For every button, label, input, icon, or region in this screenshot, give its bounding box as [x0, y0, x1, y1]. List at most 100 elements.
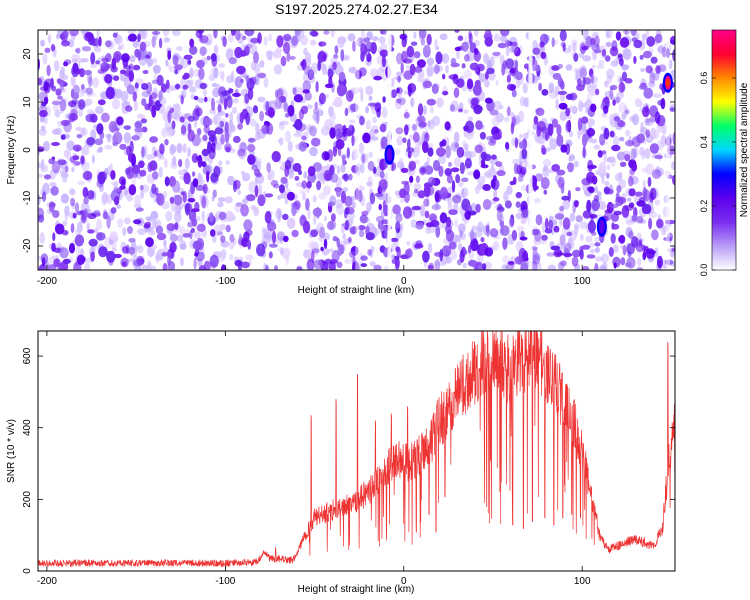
heatmap-cell	[382, 96, 386, 103]
heatmap-cell	[606, 164, 611, 171]
heatmap-cell	[620, 257, 626, 266]
heatmap-cell	[417, 73, 424, 83]
heatmap-cell	[219, 70, 225, 80]
heatmap-cell	[368, 151, 373, 158]
heatmap-cell	[137, 244, 144, 254]
heatmap-cell	[53, 60, 60, 72]
heatmap-cell	[424, 210, 430, 219]
heatmap-cell	[133, 100, 139, 112]
heatmap-cell	[467, 171, 475, 176]
heatmap-cell	[641, 203, 652, 215]
heatmap-cell	[152, 171, 159, 180]
snr-y-label: SNR (10 * v/v)	[6, 419, 17, 483]
heatmap-cell	[637, 257, 642, 267]
heatmap-cell	[96, 123, 104, 135]
heatmap-cell	[80, 127, 88, 136]
heatmap-cell	[426, 64, 435, 77]
heatmap-cell	[286, 191, 295, 201]
heatmap-cell	[224, 121, 229, 134]
heatmap-cell	[344, 107, 349, 117]
heatmap-cell	[184, 157, 190, 170]
heatmap-cell	[470, 98, 477, 107]
x-tick-label: 0	[401, 576, 407, 587]
heatmap-cell	[111, 247, 117, 253]
heatmap-cell	[453, 87, 460, 98]
heatmap-cell	[514, 137, 519, 149]
heatmap-cell	[98, 146, 103, 153]
heatmap-cell	[263, 77, 269, 88]
heatmap-cell	[231, 106, 238, 114]
heatmap-cell	[344, 258, 351, 264]
heatmap-cell	[476, 253, 484, 264]
heatmap-cell	[646, 36, 656, 47]
heatmap-cell	[511, 89, 517, 98]
heatmap-cell	[195, 30, 203, 39]
snr-background	[38, 331, 675, 571]
heatmap-cell	[152, 64, 161, 74]
heatmap-cell	[598, 162, 607, 174]
heatmap-cell	[239, 112, 244, 124]
heatmap-cell	[68, 242, 76, 254]
heatmap-cell	[618, 82, 625, 93]
heatmap-cell	[55, 88, 62, 96]
heatmap-cell	[438, 221, 443, 230]
heatmap-cell	[633, 39, 643, 49]
heatmap-cell	[156, 193, 165, 206]
heatmap-hotspot	[386, 147, 393, 162]
heatmap-cell	[118, 176, 126, 186]
heatmap-cell	[422, 105, 427, 115]
heatmap-cell	[462, 262, 468, 269]
heatmap-cell	[543, 158, 552, 167]
heatmap-cell	[247, 87, 254, 100]
heatmap-cell	[300, 61, 305, 67]
heatmap-cell	[320, 246, 324, 252]
heatmap-cell	[552, 72, 562, 80]
heatmap-cell	[514, 59, 519, 70]
heatmap-cell	[582, 77, 586, 88]
heatmap-cell	[177, 169, 184, 176]
heatmap-cell	[207, 130, 217, 137]
heatmap-cell	[246, 194, 256, 202]
heatmap-cell	[545, 147, 552, 152]
heatmap-cell	[257, 96, 266, 103]
heatmap-cell	[293, 94, 304, 103]
heatmap-cell	[115, 53, 121, 64]
heatmap-cell	[650, 56, 658, 64]
y-tick-label: 600	[22, 347, 33, 364]
x-tick-label: 100	[574, 576, 591, 587]
heatmap-cell	[93, 209, 101, 215]
heatmap-cell	[84, 262, 91, 270]
heatmap-cell	[313, 259, 323, 270]
heatmap-cell	[557, 63, 564, 69]
heatmap-cell	[174, 83, 181, 90]
heatmap-cell	[113, 196, 120, 206]
heatmap-cell	[384, 230, 388, 239]
heatmap-cell	[633, 55, 637, 64]
heatmap-cell	[660, 228, 667, 236]
heatmap-cell	[601, 49, 607, 57]
heatmap-cell	[233, 98, 239, 104]
heatmap-cell	[244, 254, 254, 261]
heatmap-cell	[603, 127, 610, 140]
heatmap-cell	[75, 243, 81, 256]
heatmap-cell	[259, 110, 264, 122]
heatmap-cell	[405, 64, 410, 70]
heatmap-cell	[105, 86, 116, 100]
heatmap-cell	[508, 217, 515, 228]
heatmap-cell	[328, 248, 334, 253]
heatmap-cell	[396, 87, 400, 94]
heatmap-cell	[587, 164, 597, 169]
heatmap-cell	[105, 133, 112, 139]
heatmap-cell	[397, 75, 401, 83]
heatmap-cell	[442, 90, 449, 96]
heatmap-cell	[439, 186, 448, 200]
heatmap-cell	[414, 243, 424, 249]
heatmap-cell	[511, 116, 516, 128]
heatmap-cell	[257, 194, 266, 207]
heatmap-cell	[250, 205, 257, 211]
heatmap-cell	[594, 262, 599, 270]
heatmap-cell	[307, 240, 317, 250]
heatmap-cell	[515, 71, 523, 81]
heatmap-cell	[75, 47, 81, 54]
